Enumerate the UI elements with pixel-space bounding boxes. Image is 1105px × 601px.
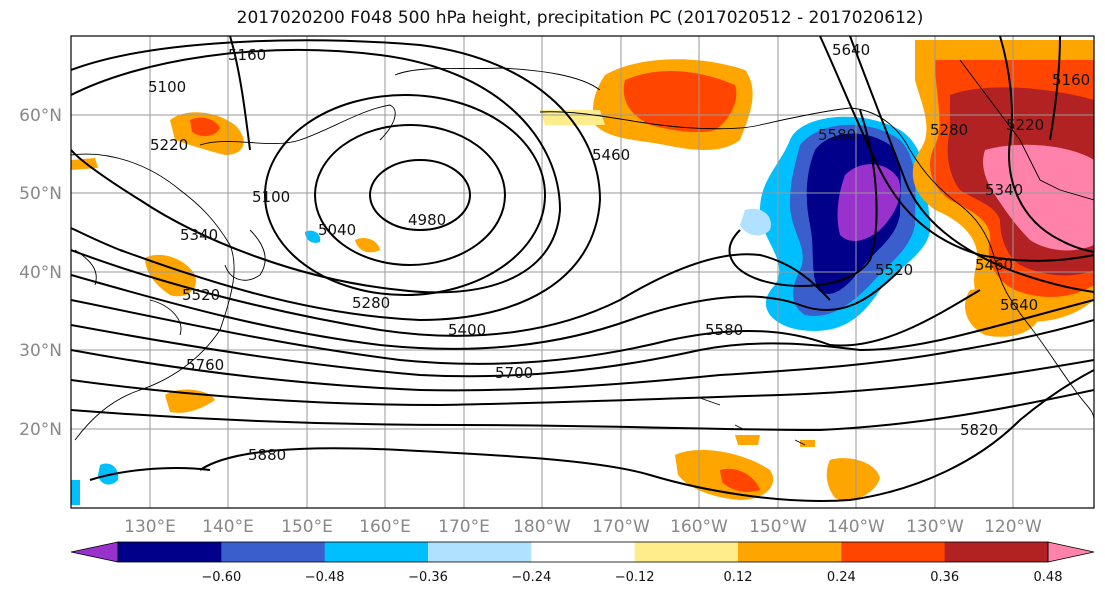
contour-label: 5520 — [875, 261, 913, 279]
contour-labels: 5100 5160 5220 5100 5040 4980 5340 5520 … — [148, 41, 1090, 464]
colorbar-swatch — [738, 542, 842, 562]
lat-label: 30°N — [19, 341, 62, 361]
contour-label: 5580 — [818, 126, 856, 144]
colorbar-tick-label: −0.36 — [408, 570, 448, 585]
contour-label: 5160 — [228, 46, 266, 64]
contour-label: 5220 — [1006, 116, 1044, 134]
contour-label: 5400 — [448, 321, 486, 339]
lon-label: 180°W — [513, 517, 571, 537]
lat-label: 50°N — [19, 184, 62, 204]
height-contours — [71, 36, 1094, 502]
contour-label: 5220 — [150, 136, 188, 154]
contour-label: 5160 — [1052, 71, 1090, 89]
contour-label: 5280 — [930, 121, 968, 139]
lat-labels: 60°N 50°N 40°N 30°N 20°N — [19, 106, 62, 440]
contour-label: 5640 — [1000, 296, 1038, 314]
colorbar-swatch — [324, 542, 429, 562]
lat-label: 40°N — [19, 263, 62, 283]
colorbar-swatch — [944, 542, 1049, 562]
lon-label: 160°W — [670, 517, 728, 537]
lon-label: 130°W — [906, 517, 964, 537]
colorbar-swatch — [118, 542, 222, 562]
contour-label: 5340 — [180, 226, 218, 244]
colorbar-swatch — [634, 542, 739, 562]
contour-label: 4980 — [408, 211, 446, 229]
colorbar-swatch — [221, 542, 326, 562]
contour-label: 5580 — [705, 321, 743, 339]
contour-label: 5700 — [495, 364, 533, 382]
lon-label: 150°W — [749, 517, 807, 537]
lon-label: 160°E — [359, 517, 411, 537]
contour-label: 5460 — [975, 256, 1013, 274]
contour-label: 5340 — [985, 181, 1023, 199]
lat-label: 60°N — [19, 106, 62, 126]
contour-label: 5520 — [182, 286, 220, 304]
colorbar-tick-label: −0.24 — [511, 570, 551, 585]
contour-label: 5100 — [148, 78, 186, 96]
map-frame — [70, 35, 1095, 509]
contour-label: 5040 — [318, 221, 356, 239]
colorbar-frame — [117, 541, 1049, 563]
contour-label: 5820 — [960, 421, 998, 439]
colorbar-tick-label: 0.12 — [724, 570, 753, 585]
colorbar-tick-label: 0.36 — [930, 570, 959, 585]
lon-label: 130°E — [124, 517, 176, 537]
colorbar-tick-label: −0.12 — [615, 570, 655, 585]
colorbar-swatch — [531, 542, 636, 562]
precip-shading — [71, 40, 1094, 505]
contour-label: 5280 — [352, 294, 390, 312]
colorbar-swatch — [428, 542, 532, 562]
colorbar-tick-label: −0.48 — [305, 570, 345, 585]
colorbar-tick-label: 0.24 — [827, 570, 856, 585]
contour-label: 5460 — [592, 146, 630, 164]
contour-label: 5640 — [832, 41, 870, 59]
lon-label: 170°W — [592, 517, 650, 537]
lon-labels: 130°E 140°E 150°E 160°E 170°E 180°W 170°… — [124, 517, 1042, 537]
lon-label: 140°E — [202, 517, 254, 537]
colorbar-tick-label: −0.60 — [201, 570, 241, 585]
colorbar-extend-min — [70, 541, 119, 563]
lon-label: 120°W — [984, 517, 1042, 537]
contour-label: 5100 — [252, 188, 290, 206]
lon-label: 170°E — [438, 517, 490, 537]
map-title: 2017020200 F048 500 hPa height, precipit… — [236, 8, 924, 28]
coastlines — [71, 59, 1094, 446]
contour-label: 5880 — [248, 446, 286, 464]
lon-label: 140°W — [827, 517, 885, 537]
lat-label: 20°N — [19, 420, 62, 440]
contour-label: 5760 — [186, 356, 224, 374]
lon-label: 150°E — [281, 517, 333, 537]
colorbar: −0.60 −0.48 −0.36 −0.24 −0.12 0.12 0.24 0.36 0.4… — [70, 541, 1095, 585]
colorbar-extend-max — [1047, 541, 1095, 563]
colorbar-tick-label: 0.48 — [1034, 570, 1063, 585]
colorbar-swatch — [841, 542, 946, 562]
